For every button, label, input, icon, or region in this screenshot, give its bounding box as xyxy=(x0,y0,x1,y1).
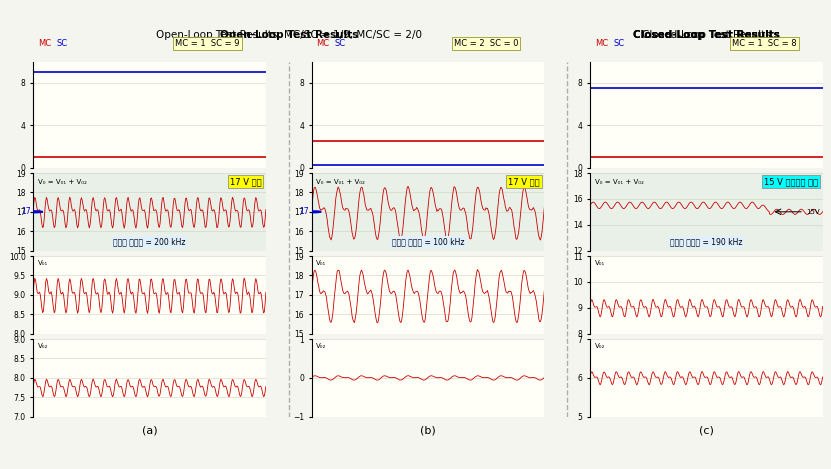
Text: MC = 1  SC = 8: MC = 1 SC = 8 xyxy=(732,39,797,48)
Text: V₀₂: V₀₂ xyxy=(595,343,605,349)
Text: MC: MC xyxy=(38,39,51,48)
Text: V₀ = V₀₁ + V₀₂: V₀ = V₀₁ + V₀₂ xyxy=(317,179,365,185)
Text: 17: 17 xyxy=(22,207,31,216)
Text: 17 V 출력: 17 V 출력 xyxy=(229,177,261,186)
Text: V₀₂: V₀₂ xyxy=(38,343,48,349)
Text: Closed-Loop Test Results: Closed-Loop Test Results xyxy=(633,30,779,40)
Text: Closed-Loop Test Results: Closed-Loop Test Results xyxy=(633,30,779,40)
Text: Open-Loop Test Results: Open-Loop Test Results xyxy=(219,30,358,40)
Text: MC: MC xyxy=(317,39,329,48)
Text: 15V: 15V xyxy=(806,209,820,215)
Text: 스위칭 주파수 = 200 kHz: 스위칭 주파수 = 200 kHz xyxy=(113,238,186,247)
Text: MC = 2  SC = 0: MC = 2 SC = 0 xyxy=(454,39,519,48)
Text: V₀₁: V₀₁ xyxy=(317,260,327,266)
Text: 17: 17 xyxy=(300,207,309,216)
Text: (b): (b) xyxy=(420,425,435,436)
Text: V₀₂: V₀₂ xyxy=(317,343,327,349)
Text: Open-Loop Test Results, MC/SC = 1/9, MC/SC = 2/0: Open-Loop Test Results, MC/SC = 1/9, MC/… xyxy=(155,30,422,40)
Text: 15 V 전압제어 가능: 15 V 전압제어 가능 xyxy=(764,177,818,186)
Text: V₀ = V₀₁ + V₀₂: V₀ = V₀₁ + V₀₂ xyxy=(595,179,643,185)
Text: 스위칭 주파수 = 100 kHz: 스위칭 주파수 = 100 kHz xyxy=(391,238,465,247)
Text: (c): (c) xyxy=(699,425,714,436)
Text: SC: SC xyxy=(613,39,624,48)
Text: SC: SC xyxy=(57,39,67,48)
Text: 스위칭 주파수 = 190 kHz: 스위칭 주파수 = 190 kHz xyxy=(670,238,743,247)
Text: Closed-Loop Test Results: Closed-Loop Test Results xyxy=(642,30,770,40)
Text: (a): (a) xyxy=(142,425,157,436)
Text: V₀ = V₀₁ + V₀₂: V₀ = V₀₁ + V₀₂ xyxy=(38,179,86,185)
Text: V₀₁: V₀₁ xyxy=(38,260,48,266)
Text: SC: SC xyxy=(335,39,346,48)
Text: V₀₁: V₀₁ xyxy=(595,260,605,266)
Text: 17 V 출력: 17 V 출력 xyxy=(508,177,539,186)
Text: MC: MC xyxy=(595,39,607,48)
Text: MC = 1  SC = 9: MC = 1 SC = 9 xyxy=(175,39,240,48)
